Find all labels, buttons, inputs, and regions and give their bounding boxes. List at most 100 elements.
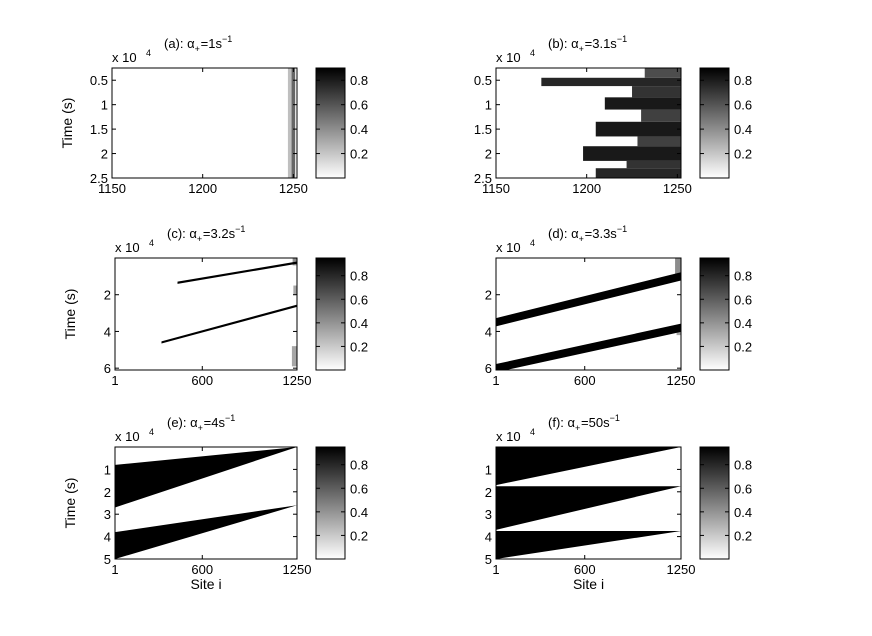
colorbar-gradient xyxy=(316,258,345,370)
x-axis-label: Site i xyxy=(573,576,604,592)
jam-wedge xyxy=(496,447,681,486)
x-tick-label: 1250 xyxy=(667,373,696,388)
y-tick-label: 1 xyxy=(104,462,111,477)
y-axis-label: Time (s) xyxy=(62,478,78,529)
colorbar-frame xyxy=(699,446,730,560)
colorbar-frame xyxy=(699,257,730,371)
colorbar-tick-label: 0.4 xyxy=(350,505,368,520)
x-tick-label: 1 xyxy=(492,373,499,388)
y-axis-label: Time (s) xyxy=(59,98,75,149)
axis-exponent-power: 4 xyxy=(530,427,535,437)
x-tick-label: 600 xyxy=(574,562,596,577)
jam-band xyxy=(496,272,681,327)
jam-wedge xyxy=(115,505,297,559)
panel-b: 1150 1200 1250 0.5 1 1.5 2 2.5 x 10 4 (b): α + =3.1s… xyxy=(474,34,752,196)
colorbar-tick-label: 0.8 xyxy=(350,73,368,88)
colorbar-frame xyxy=(315,257,346,371)
colorbar-tick-label: 0.2 xyxy=(350,528,368,543)
density-strip xyxy=(626,160,681,169)
title-value: =50s xyxy=(581,415,610,430)
y-tick-label: 0.5 xyxy=(90,73,108,88)
colorbar-tick-label: 0.4 xyxy=(350,122,368,137)
colorbar-tick-label: 0.4 xyxy=(734,505,752,520)
colorbar-tick-label: 0.4 xyxy=(734,122,752,137)
y-tick-label: 2 xyxy=(104,288,111,303)
x-tick-label: 1 xyxy=(111,562,118,577)
colorbar-tick-label: 0.6 xyxy=(350,98,368,113)
axis-exponent-power: 4 xyxy=(530,238,535,248)
plot-frame xyxy=(495,446,682,560)
title-prefix: (b): α xyxy=(548,36,579,51)
colorbar: 0.8 0.6 0.4 0.2 xyxy=(315,446,368,560)
y-tick-label: 2 xyxy=(485,485,492,500)
plot-background xyxy=(112,68,297,178)
density-strip xyxy=(291,346,297,367)
y-tick-label: 4 xyxy=(485,324,492,339)
colorbar-tick-label: 0.6 xyxy=(734,292,752,307)
panel-a: 1150 1200 1250 0.5 1 1.5 2 2.5 x 10 4 (a): α + =1s −1… xyxy=(59,34,368,196)
y-tick-label: 1 xyxy=(101,98,108,113)
density-strip xyxy=(583,146,681,161)
panel-title: (a): α + =1s −1 xyxy=(164,34,232,54)
plot-frame xyxy=(495,67,682,179)
x-tick-label: 600 xyxy=(574,373,596,388)
colorbar: 0.8 0.6 0.4 0.2 xyxy=(315,67,368,179)
y-tick-label: 4 xyxy=(104,530,111,545)
y-tick-label: 5 xyxy=(485,552,492,567)
x-tick-label: 1 xyxy=(111,373,118,388)
axis-exponent-power: 4 xyxy=(149,427,154,437)
x-tick-label: 1200 xyxy=(188,181,217,196)
density-strip xyxy=(292,258,297,266)
x-tick-label: 600 xyxy=(191,562,213,577)
x-tick-label: 1250 xyxy=(663,181,692,196)
colorbar-frame xyxy=(315,446,346,560)
panel-f: 1 600 1250 1 2 3 4 5 x 10 4 (f): α + =50s −1 Site i 0.8… xyxy=(485,413,752,592)
plot-area xyxy=(496,447,681,559)
jam-band xyxy=(496,323,681,370)
colorbar-tick-label: 0.4 xyxy=(734,316,752,331)
y-tick-label: 6 xyxy=(485,361,492,376)
y-tick-label: 1.5 xyxy=(90,122,108,137)
colorbar-gradient xyxy=(316,68,345,178)
y-tick-label: 4 xyxy=(485,530,492,545)
axis-exponent-label: x 10 xyxy=(112,50,137,65)
x-tick-label: 1250 xyxy=(283,562,312,577)
panel-title: (b): α + =3.1s −1 xyxy=(548,34,627,54)
y-tick-label: 3 xyxy=(104,507,111,522)
density-strip xyxy=(595,168,681,178)
colorbar-tick-label: 0.6 xyxy=(734,481,752,496)
colorbar-gradient xyxy=(700,258,729,370)
density-strip xyxy=(637,136,681,147)
y-tick-label: 4 xyxy=(104,324,111,339)
title-subscript: + xyxy=(575,423,580,433)
title-prefix: (a): α xyxy=(164,36,195,51)
title-prefix: (d): α xyxy=(548,226,579,241)
title-subscript: + xyxy=(195,44,200,54)
density-strip xyxy=(675,258,681,277)
title-prefix: (c): α xyxy=(167,226,197,241)
axis-exponent-label: x 10 xyxy=(496,240,521,255)
title-subscript: + xyxy=(579,44,584,54)
density-strip xyxy=(604,97,681,110)
axis-exponent-power: 4 xyxy=(146,48,151,58)
y-tick-label: 2.5 xyxy=(90,171,108,186)
jam-wedge xyxy=(496,531,681,559)
colorbar-tick-label: 0.8 xyxy=(350,458,368,473)
title-exponent: −1 xyxy=(225,413,235,423)
colorbar-tick-label: 0.2 xyxy=(734,339,752,354)
plot-frame xyxy=(111,67,298,179)
colorbar-frame xyxy=(315,67,346,179)
y-tick-label: 0.5 xyxy=(474,73,492,88)
x-tick-label: 1150 xyxy=(98,181,126,196)
panel-c: 1 600 1250 2 4 6 x 10 4 (c): α + =3.2s −1 Time (s) 0.… xyxy=(62,224,368,388)
jam-band xyxy=(161,304,297,344)
colorbar-tick-label: 0.8 xyxy=(350,269,368,284)
panel-title: (d): α + =3.3s −1 xyxy=(548,224,627,244)
colorbar-tick-label: 0.4 xyxy=(350,316,368,331)
density-strip xyxy=(291,68,296,178)
title-exponent: −1 xyxy=(222,34,232,44)
jam-band xyxy=(177,261,297,284)
plot-area xyxy=(115,258,297,370)
y-tick-label: 2 xyxy=(101,147,108,162)
